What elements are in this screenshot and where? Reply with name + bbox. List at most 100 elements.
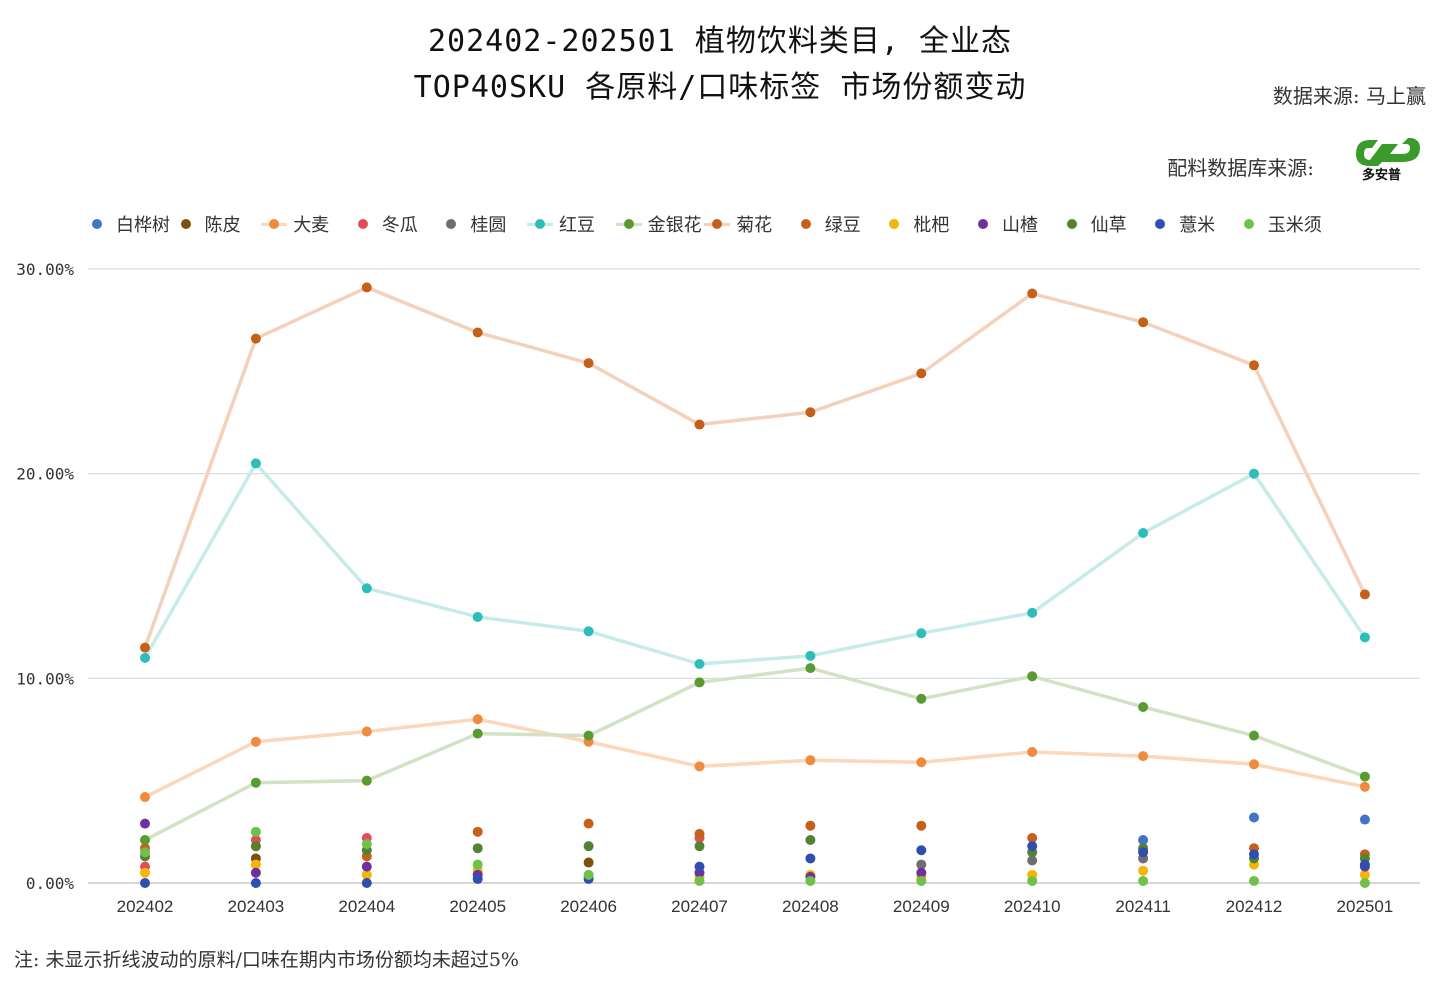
legend-label: 薏米 <box>1179 215 1216 236</box>
data-point-12-10 <box>1249 849 1259 860</box>
data-point-6-2 <box>361 775 372 786</box>
legend-item-7: 菊花 <box>704 210 772 238</box>
x-tick-label: 202402 <box>117 897 174 916</box>
y-tick-label: 10.00% <box>16 669 74 688</box>
data-point-6-10 <box>1249 730 1259 741</box>
x-tick-label: 202412 <box>1226 897 1283 916</box>
x-tick-label: 202406 <box>560 897 617 916</box>
data-point-12-7 <box>916 845 927 856</box>
data-point-7-3 <box>472 327 483 338</box>
data-point-13-9 <box>1138 875 1149 886</box>
legend-item-11: 仙草 <box>1059 210 1127 238</box>
data-point-4-7 <box>916 859 927 870</box>
data-point-13-1 <box>250 826 261 837</box>
legend-label: 金银花 <box>647 215 702 236</box>
data-point-8-6 <box>805 820 816 831</box>
data-point-2-0 <box>140 792 150 803</box>
legend-item-5: 红豆 <box>527 210 595 238</box>
data-point-12-9 <box>1138 847 1149 858</box>
data-point-5-9 <box>1138 528 1149 539</box>
legend-item-6: 金银花 <box>615 210 702 238</box>
chart-plot: 0.00% 10.00% 20.00% 30.00% 202402 202403 20240… <box>16 260 1420 916</box>
data-point-6-4 <box>583 730 594 741</box>
data-point-13-11 <box>1359 878 1370 888</box>
legend-marker <box>1059 217 1085 231</box>
data-point-8-3 <box>472 826 483 837</box>
data-point-0-9 <box>1138 835 1149 846</box>
data-point-6-5 <box>694 677 705 688</box>
legend-marker <box>1236 217 1262 231</box>
y-tick-label: 20.00% <box>16 465 74 484</box>
data-point-7-1 <box>250 333 261 344</box>
data-point-13-8 <box>1027 875 1038 886</box>
legend-item-13: 玉米须 <box>1236 210 1322 238</box>
data-point-12-5 <box>694 861 705 872</box>
legend-label: 枇杷 <box>913 215 950 236</box>
data-point-5-0 <box>140 652 150 663</box>
x-tick-label: 202404 <box>338 897 395 916</box>
data-point-2-6 <box>805 755 816 766</box>
legend-marker <box>438 217 464 231</box>
data-point-5-1 <box>250 458 261 469</box>
data-point-6-8 <box>1027 671 1038 682</box>
legend-marker <box>350 217 376 231</box>
legend-marker <box>527 217 553 231</box>
data-point-12-11 <box>1359 859 1370 870</box>
series-line-5 <box>143 461 1367 666</box>
data-point-8-5 <box>694 828 705 839</box>
data-point-9-2 <box>361 869 372 880</box>
legend-marker <box>1147 217 1173 231</box>
data-point-5-3 <box>472 611 483 622</box>
data-point-7-4 <box>583 358 594 369</box>
data-point-13-6 <box>805 875 816 886</box>
legend-marker <box>704 217 731 231</box>
data-point-2-1 <box>250 736 261 747</box>
data-point-11-3 <box>472 843 483 854</box>
data-point-12-8 <box>1027 841 1038 852</box>
y-tick-label: 0.00% <box>26 874 75 893</box>
data-point-5-6 <box>805 650 816 661</box>
legend-item-3: 冬瓜 <box>350 210 418 238</box>
legend-label: 玉米须 <box>1267 215 1322 236</box>
data-point-6-7 <box>916 693 927 704</box>
legend-marker <box>881 217 907 231</box>
legend-item-4: 桂圆 <box>438 210 506 238</box>
x-tick-label: 202501 <box>1337 897 1394 916</box>
data-point-7-8 <box>1027 288 1038 299</box>
footnote: 注: 未显示折线波动的原料/口味在期内市场份额均未超过5% <box>14 949 519 971</box>
legend-label: 陈皮 <box>204 215 241 236</box>
data-point-6-9 <box>1138 701 1149 712</box>
legend-marker <box>173 217 199 231</box>
logo-text: 多安普 <box>1362 167 1401 182</box>
data-point-2-7 <box>916 757 927 768</box>
x-tick-label: 202403 <box>228 897 285 916</box>
legend-label: 红豆 <box>559 215 595 236</box>
data-point-0-10 <box>1249 812 1259 823</box>
data-point-7-7 <box>916 368 927 379</box>
data-point-13-0 <box>140 847 150 858</box>
data-point-5-5 <box>694 659 705 670</box>
data-point-5-2 <box>361 583 372 594</box>
data-point-13-5 <box>694 875 705 886</box>
data-point-10-1 <box>250 867 261 878</box>
data-point-12-6 <box>805 853 816 864</box>
data-source-label: 数据来源: 马上赢 <box>1272 84 1426 108</box>
x-tick-label: 202410 <box>1004 897 1061 916</box>
legend-marker <box>261 217 288 231</box>
legend-marker <box>615 217 642 231</box>
legend-label: 白桦树 <box>116 215 170 236</box>
data-point-2-8 <box>1027 747 1038 758</box>
data-point-6-0 <box>140 835 150 846</box>
legend-item-10: 山楂 <box>970 210 1038 238</box>
data-point-2-2 <box>361 726 372 737</box>
data-point-7-9 <box>1138 317 1149 328</box>
data-point-11-1 <box>250 841 261 852</box>
data-point-10-0 <box>140 818 150 829</box>
legend-item-2: 大麦 <box>261 210 329 238</box>
data-point-5-4 <box>583 626 594 637</box>
legend-label: 桂圆 <box>470 215 507 236</box>
data-point-7-2 <box>361 282 372 293</box>
data-point-6-6 <box>805 663 816 674</box>
legend-label: 仙草 <box>1090 215 1127 236</box>
data-point-13-2 <box>361 839 372 850</box>
